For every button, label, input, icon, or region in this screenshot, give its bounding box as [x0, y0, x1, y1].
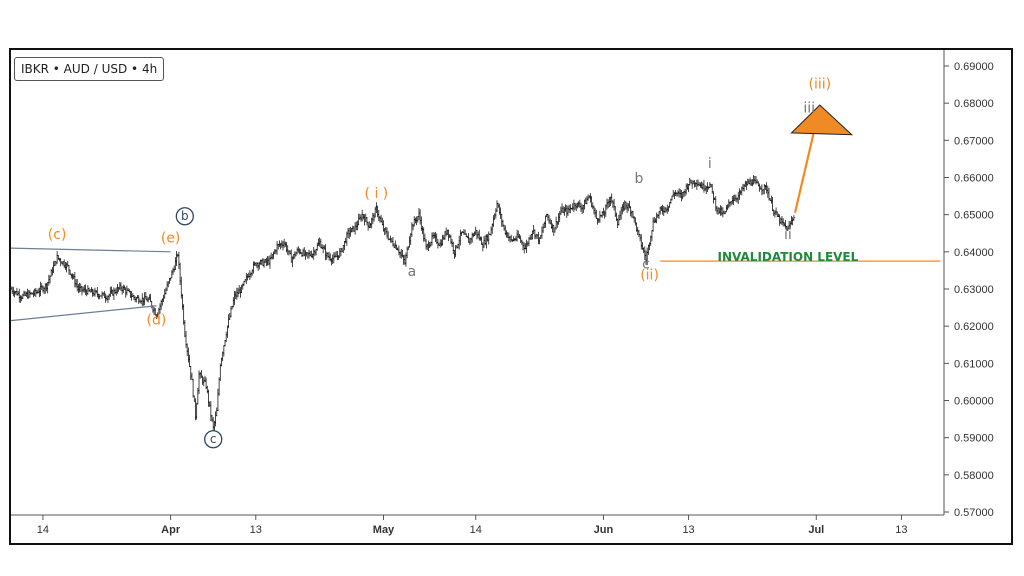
triangle-lower — [10, 305, 157, 322]
y-tick-label: 0.69000 — [954, 61, 994, 73]
x-tick-label: 14 — [37, 524, 49, 536]
y-tick-label: 0.64000 — [954, 247, 994, 259]
wave-a-grey: a — [408, 264, 417, 280]
ohlc-bars — [9, 175, 796, 432]
y-tick-label: 0.63000 — [954, 284, 994, 296]
wave-b-grey: b — [634, 171, 643, 187]
wave-iii-orange: (iii) — [809, 76, 832, 92]
x-tick-label: 13 — [895, 524, 907, 536]
y-tick-label: 0.65000 — [954, 210, 994, 222]
y-tick-label: 0.62000 — [954, 321, 994, 333]
y-tick-label: 0.59000 — [954, 433, 994, 445]
y-tick-label: 0.57000 — [954, 507, 994, 519]
y-tick-label: 0.60000 — [954, 396, 994, 408]
wave-b-circled: b — [181, 209, 189, 223]
x-tick-label: 13 — [250, 524, 262, 536]
wave-iii-grey: iii — [803, 100, 815, 116]
triangle-upper — [10, 247, 171, 253]
symbol-badge[interactable]: IBKR • AUD / USD • 4h — [14, 57, 165, 81]
x-tick-label: Apr — [161, 524, 181, 536]
wave-d-orange: (d) — [147, 312, 167, 328]
wave-c-orange: (c) — [48, 227, 67, 243]
x-tick-label: Jul — [808, 524, 824, 536]
y-tick-label: 0.68000 — [954, 98, 994, 110]
wave-ii-grey: ii — [784, 227, 792, 243]
x-tick-label: 14 — [470, 524, 482, 536]
wave-ii-orange: (ii) — [640, 268, 659, 284]
y-tick-label: 0.58000 — [954, 470, 994, 482]
y-tick-label: 0.66000 — [954, 173, 994, 185]
y-tick-label: 0.61000 — [954, 358, 994, 370]
wave-i-orange: ( i ) — [365, 186, 389, 202]
wave-c-grey: c — [642, 257, 650, 273]
projection-arrow — [793, 121, 818, 214]
ohlc-bar — [191, 378, 195, 398]
x-tick-label: 13 — [682, 524, 694, 536]
wave-e-orange: (e) — [161, 231, 181, 247]
y-tick-label: 0.67000 — [954, 135, 994, 147]
wave-c-circled: c — [210, 432, 217, 446]
x-tick-label: May — [373, 524, 395, 536]
invalidation-label: INVALIDATION LEVEL — [718, 250, 859, 264]
wave-c-circled-ring — [204, 430, 223, 449]
x-tick-label: Jun — [594, 524, 614, 536]
wave-i-grey: i — [708, 156, 712, 172]
wave-b-circled-ring — [175, 207, 194, 226]
ohlc-bar — [792, 215, 796, 221]
projection-arrowhead — [790, 104, 854, 136]
